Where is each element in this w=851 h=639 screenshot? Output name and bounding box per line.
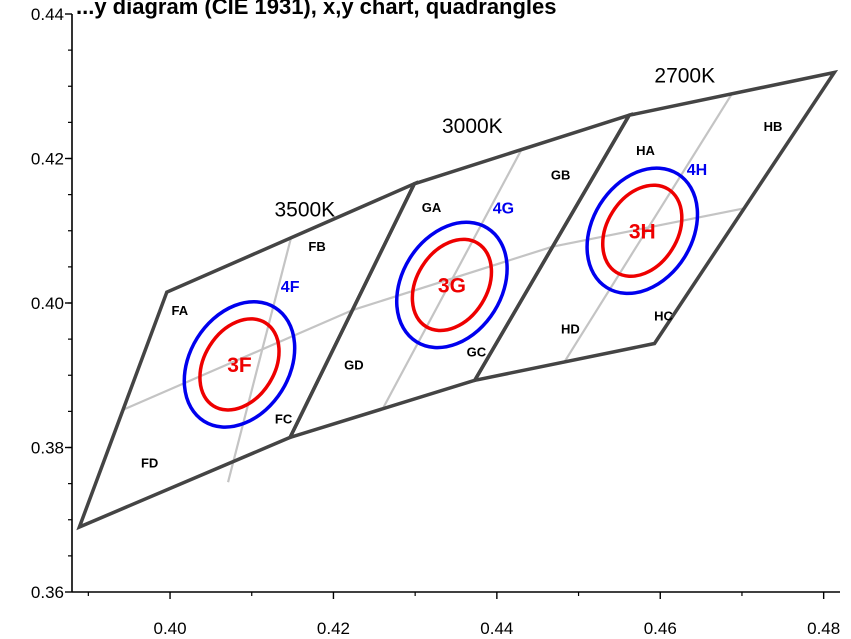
bin-label: HA — [636, 143, 655, 158]
macadam-ellipse — [585, 166, 700, 296]
bin-label: HC — [654, 308, 673, 323]
chart-title: ...y diagram (CIE 1931), x,y chart, quad… — [76, 0, 557, 19]
bin-divider-lines — [122, 92, 745, 483]
bin-label: GC — [467, 344, 487, 359]
bin-divider-line — [122, 309, 353, 411]
macadam-ellipse — [601, 183, 684, 279]
macadam-ellipse — [182, 300, 297, 429]
ellipse-label: 4F — [281, 279, 300, 296]
ellipse-label: 4G — [493, 200, 514, 217]
axis-ticks: 0.40 0.42 0.44 0.46 0.48 0.36 0.38 0.40 0.42 0.44 — [31, 5, 840, 638]
x-tick-label: 0.40 — [153, 619, 186, 638]
macadam-ellipse — [410, 237, 494, 333]
y-tick-label: 0.36 — [31, 583, 64, 602]
bin-label: HD — [561, 321, 580, 336]
y-tick-label: 0.40 — [31, 294, 64, 313]
y-tick-label: 0.42 — [31, 150, 64, 169]
ellipse-label: 3F — [227, 354, 252, 377]
chart-labels: 3500K 3000K 2700K FA FB FC FD GA GB GC GD HA HB HC HD 4… — [141, 65, 782, 471]
cct-quadrangle — [471, 69, 839, 383]
ellipse-label: 3G — [438, 274, 466, 297]
macadam-ellipses — [182, 166, 700, 429]
x-tick-label: 0.48 — [807, 619, 840, 638]
macadam-ellipse — [198, 317, 281, 412]
cct-label: 3500K — [274, 198, 335, 221]
bin-label: HB — [764, 119, 783, 134]
ellipse-label: 4H — [687, 162, 707, 179]
bin-label: FD — [141, 456, 158, 471]
bin-label: FB — [308, 239, 325, 254]
y-tick-label: 0.44 — [31, 5, 64, 24]
bin-label: FA — [172, 303, 189, 318]
bin-label: FC — [275, 412, 293, 427]
bin-divider-line — [563, 92, 734, 363]
bin-divider-line — [381, 149, 523, 410]
bin-divider-line — [226, 237, 293, 483]
bin-label: GD — [344, 357, 364, 372]
cct-label: 3000K — [442, 115, 503, 138]
macadam-ellipse — [394, 220, 509, 350]
ellipse-label: 3H — [629, 220, 656, 243]
x-tick-label: 0.42 — [317, 619, 350, 638]
y-tick-label: 0.38 — [31, 439, 64, 458]
bin-label: GB — [551, 167, 571, 182]
x-tick-label: 0.44 — [480, 619, 513, 638]
bin-label: GA — [422, 200, 442, 215]
x-tick-label: 0.46 — [644, 619, 677, 638]
cct-quadrangles — [76, 69, 839, 531]
cct-label: 2700K — [654, 65, 715, 88]
